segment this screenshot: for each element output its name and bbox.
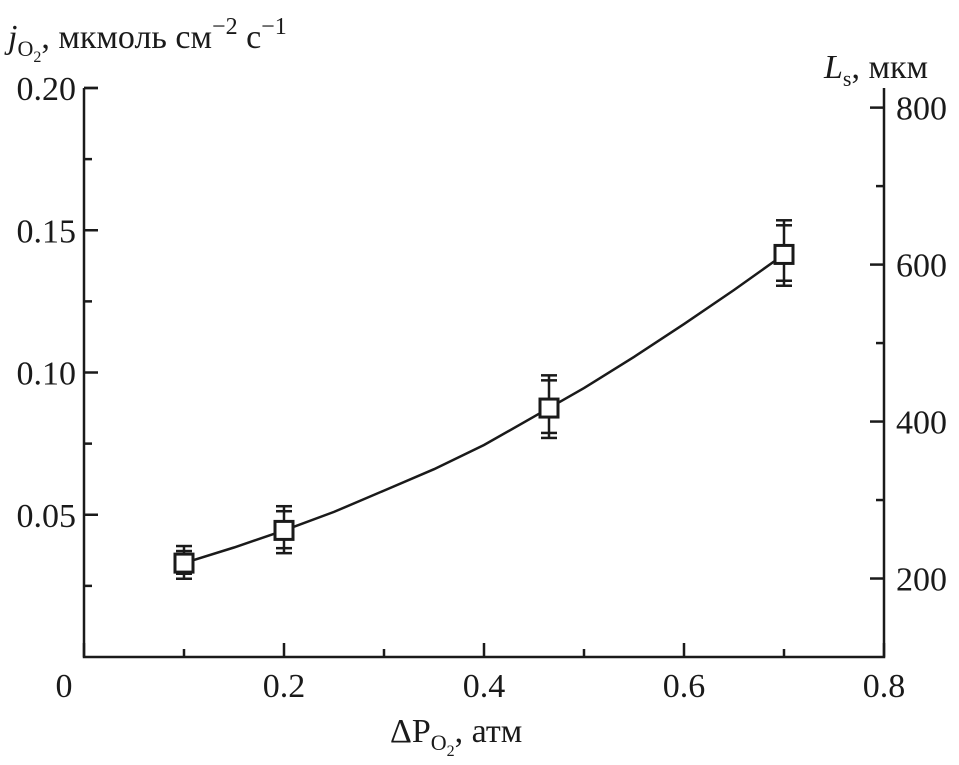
axis-frame (82, 88, 886, 659)
y-tick-label: 0.15 (17, 213, 77, 250)
data-point-marker (273, 519, 295, 541)
y2-axis-title: Ls, мкм (823, 49, 928, 91)
x-tick-label: 0.2 (263, 668, 306, 705)
data-point-marker (538, 397, 560, 419)
y-tick-label: 0.10 (17, 356, 77, 393)
data-point-group (773, 219, 795, 287)
y2-tick-label: 800 (896, 91, 947, 128)
y2-tick-label: 400 (896, 405, 947, 442)
axes: 0.05 0.10 0.15 0.20 200 400 600 800 0 0.2 0.4 0.6 0.… (17, 71, 948, 705)
y-tick-label: 0.20 (17, 71, 77, 108)
y2-tick-label: 200 (896, 562, 947, 599)
y2-tick-label: 600 (896, 248, 947, 285)
x-tick-label: 0.8 (863, 668, 906, 705)
data-point-marker (773, 243, 795, 265)
x-tick-label: 0 (56, 668, 73, 705)
x-axis-title: ΔPO2, атм (390, 713, 522, 760)
data-point-group (173, 544, 195, 581)
y-axis-title: jO2, мкмоль см−2 с−1 (4, 14, 287, 66)
y-tick-label: 0.05 (17, 498, 77, 535)
fit-curve-group (183, 253, 785, 565)
fit-curve (183, 253, 785, 565)
x-tick-label: 0.4 (463, 668, 506, 705)
data-point-group (538, 374, 560, 440)
data-points (173, 219, 795, 581)
data-point-marker (173, 552, 195, 574)
x-tick-label: 0.6 (663, 668, 706, 705)
data-point-group (273, 504, 295, 555)
